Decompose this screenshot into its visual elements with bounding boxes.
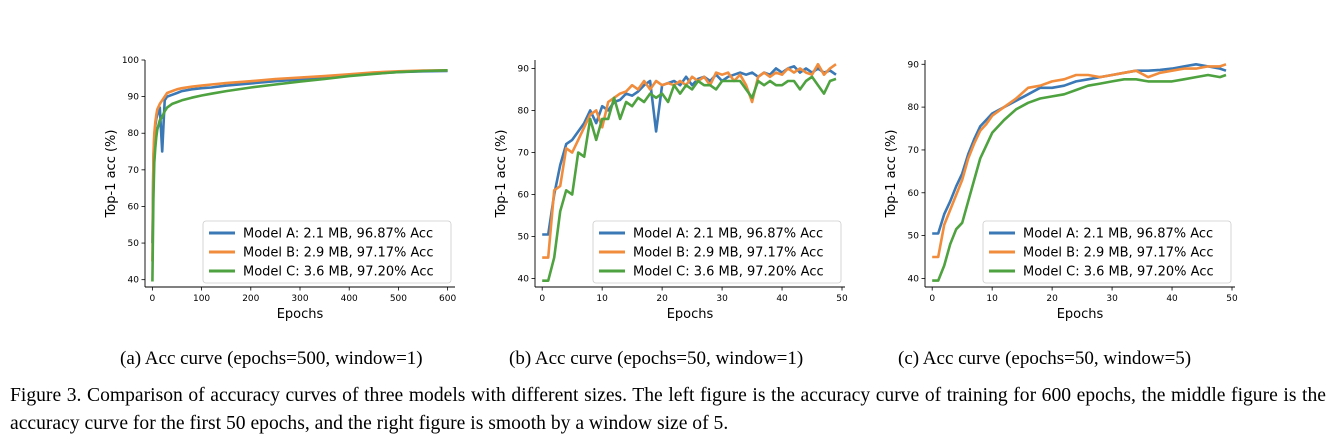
y-tick-label: 50 [518, 233, 530, 243]
legend-label: Model B: 2.9 MB, 97.17% Acc [1023, 246, 1213, 261]
y-tick-label: 40 [518, 275, 530, 285]
chart-c: 0 10 20 30 40 50 40 50 60 70 80 90 Epochs Top-1 acc (… [884, 60, 1238, 322]
chart-a: 0 100 200 300 400 500 600 40 50 60 70 80 90 100 Epochs… [104, 56, 456, 322]
x-tick-label: 600 [439, 294, 456, 304]
y-tick-label: 90 [908, 60, 920, 70]
plot-b: 0 10 20 30 40 50 40 50 60 70 80 90 Epochs Top-1 acc (… [480, 50, 850, 335]
y-tick-label: 50 [908, 232, 920, 242]
y-tick-label: 90 [518, 64, 530, 74]
y-axis-label: Top-1 acc (%) [884, 130, 899, 219]
y-tick-label: 90 [128, 93, 140, 103]
series-line-model-b [151, 69, 448, 262]
legend-label: Model C: 3.6 MB, 97.20% Acc [243, 265, 434, 280]
x-tick-label: 30 [716, 294, 728, 304]
y-tick-label: 40 [128, 276, 140, 286]
caption-b: (b) Acc curve (epochs=50, window=1) [509, 348, 804, 369]
series-line-model-c [932, 73, 1227, 282]
x-tick-label: 40 [1166, 294, 1178, 304]
figure-caption: Figure 3. Comparison of accuracy curves … [10, 385, 1326, 434]
y-tick-label: 70 [518, 148, 530, 158]
x-axis-label: Epochs [667, 307, 714, 322]
legend-label: Model C: 3.6 MB, 97.20% Acc [633, 265, 824, 280]
legend-box [592, 220, 842, 284]
x-tick-label: 50 [1226, 294, 1238, 304]
x-tick-label: 400 [341, 294, 358, 304]
chart-b: 0 10 20 30 40 50 40 50 60 70 80 90 Epochs Top-1 acc (… [494, 60, 848, 322]
caption-c: (c) Acc curve (epochs=50, window=5) [898, 348, 1192, 369]
x-tick-label: 50 [836, 294, 848, 304]
series-line-model-c [542, 75, 837, 282]
y-tick-label: 80 [518, 106, 530, 116]
y-tick-label: 70 [128, 166, 140, 176]
legend-label: Model B: 2.9 MB, 97.17% Acc [633, 246, 823, 261]
x-tick-label: 0 [539, 294, 545, 304]
x-tick-label: 200 [242, 294, 259, 304]
x-axis-label: Epochs [277, 307, 324, 322]
series-line-model-b [932, 63, 1227, 259]
x-axis-label: Epochs [1057, 307, 1104, 322]
y-tick-label: 80 [128, 129, 140, 139]
y-tick-label: 50 [128, 239, 140, 249]
y-tick-label: 70 [908, 146, 920, 156]
plot-c: 0 10 20 30 40 50 40 50 60 70 80 90 Epochs Top-1 acc (… [870, 50, 1240, 335]
x-tick-label: 20 [656, 294, 668, 304]
legend-label: Model A: 2.1 MB, 96.87% Acc [1023, 227, 1213, 242]
x-tick-label: 500 [390, 294, 407, 304]
x-tick-label: 30 [1106, 294, 1118, 304]
x-tick-label: 300 [291, 294, 308, 304]
legend-label: Model B: 2.9 MB, 97.17% Acc [243, 246, 433, 261]
x-tick-label: 0 [150, 294, 156, 304]
y-tick-label: 60 [128, 202, 140, 212]
plot-a: 0 100 200 300 400 500 600 40 50 60 70 80 90 100 Epochs… [90, 50, 460, 335]
x-tick-label: 10 [986, 294, 998, 304]
x-tick-label: 100 [193, 294, 210, 304]
legend-label: Model C: 3.6 MB, 97.20% Acc [1023, 265, 1214, 280]
y-tick-label: 60 [908, 189, 920, 199]
legend-label: Model A: 2.1 MB, 96.87% Acc [243, 227, 433, 242]
x-tick-label: 20 [1046, 294, 1058, 304]
x-tick-label: 10 [596, 294, 608, 304]
y-tick-label: 100 [122, 56, 139, 66]
legend-label: Model A: 2.1 MB, 96.87% Acc [633, 227, 823, 242]
y-tick-label: 60 [518, 191, 530, 201]
y-axis-label: Top-1 acc (%) [494, 130, 509, 219]
legend-box [202, 220, 452, 284]
series-line-model-a [932, 63, 1227, 235]
x-tick-label: 40 [776, 294, 788, 304]
y-tick-label: 80 [908, 103, 920, 113]
series-line-model-b [542, 62, 837, 259]
y-tick-label: 40 [908, 274, 920, 284]
x-tick-label: 0 [929, 294, 935, 304]
series-line-model-c [151, 69, 448, 282]
legend-box [982, 220, 1232, 284]
caption-a: (a) Acc curve (epochs=500, window=1) [120, 348, 423, 369]
y-axis-label: Top-1 acc (%) [104, 130, 119, 219]
